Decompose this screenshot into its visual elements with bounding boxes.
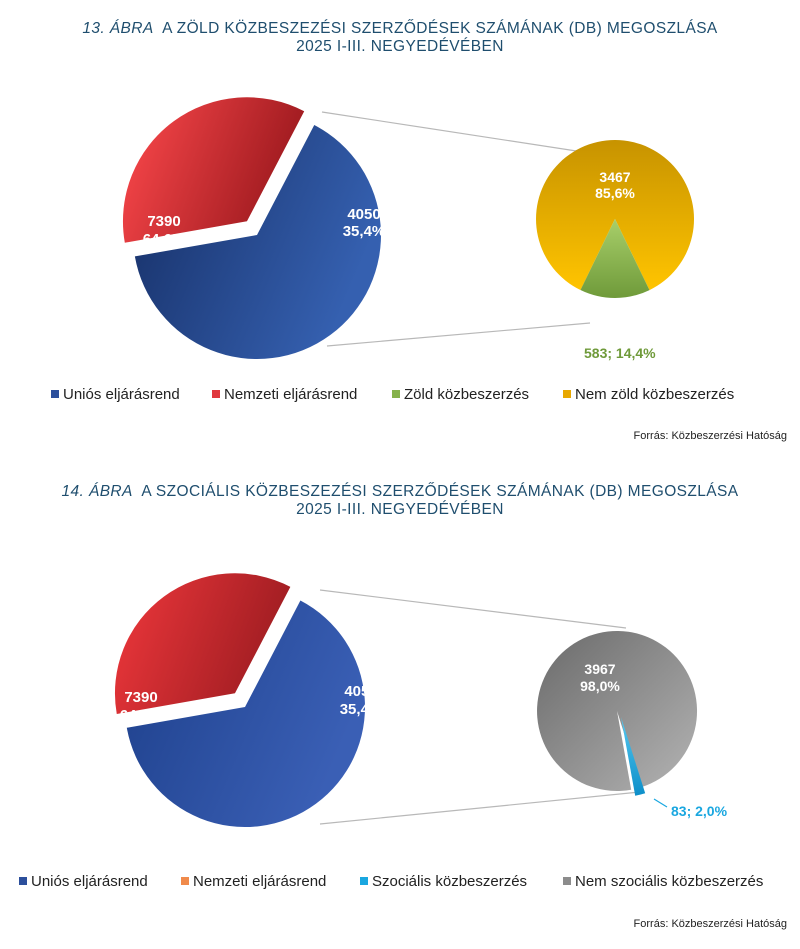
legend-label: Uniós eljárásrend [63,386,180,403]
pie-chart-14: 7390 64,6% 4050 35,4% 3967 98,0% 83; 2,0… [114,573,728,827]
data-label-value: 4050 [344,683,377,700]
legend-swatch [360,877,368,885]
pie-slice-nemzeti [114,573,291,715]
legend-swatch [51,390,59,398]
data-label-percent: 35,4% [340,701,383,718]
legend-label: Nemzeti eljárásrend [224,386,358,403]
title-text: A ZÖLD KÖZBESZEZÉSI SZERZŐDÉSEK SZÁMÁNAK… [162,20,718,37]
pie-slice-nemzeti [122,97,305,243]
figure-number: 14. ÁBRA [61,483,133,500]
legend-label: Nem zöld közbeszerzés [575,386,735,403]
legend-swatch [563,877,571,885]
data-label-percent: 35,4% [343,223,386,240]
title-line2: 2025 I-III. NEGYEDÉVÉBEN [296,38,504,55]
legend-label: Uniós eljárásrend [31,873,148,890]
legend-swatch [563,390,571,398]
chart-title: 14. ÁBRA A SZOCIÁLIS KÖZBESZEZÉSI SZERZŐ… [0,483,800,519]
legend-item: Zöld közbeszerzés [392,386,529,403]
legend-item: Nem zöld közbeszerzés [563,386,734,403]
legend-label: Nemzeti eljárásrend [193,873,327,890]
pie-slice-nem-szocialis [537,630,698,791]
legend-swatch [181,877,189,885]
data-label-percent: 85,6% [595,185,635,201]
data-label-value: 3467 [599,169,630,185]
legend-swatch [392,390,400,398]
data-label-percent: 64,6% [143,231,186,248]
legend-swatch [19,877,27,885]
pie-slice-nem-zold [536,140,695,291]
leader-line [653,798,668,808]
connector-line-bottom [319,791,641,825]
pie-slice-unios [126,600,365,827]
legend-item: Szociális közbeszerzés [360,873,527,890]
connector-line-top [321,111,623,159]
data-label-percent: 64,6% [120,707,163,724]
title-line2: 2025 I-III. NEGYEDÉVÉBEN [296,501,504,518]
connector-line-bottom [326,322,591,347]
legend-swatch [212,390,220,398]
legend-item: Uniós eljárásrend [19,873,148,890]
figure-number: 13. ÁBRA [82,20,154,37]
data-label-value: 3967 [584,661,615,677]
data-label-szocialis: 83; 2,0% [671,803,728,819]
title-text: A SZOCIÁLIS KÖZBESZEZÉSI SZERZŐDÉSEK SZÁ… [141,483,739,500]
data-label-percent: 98,0% [580,678,620,694]
legend-label: Zöld közbeszerzés [404,386,530,403]
pie-slice-unios [134,125,381,359]
source-note: Forrás: Közbeszerzési Hatóság [633,918,787,930]
data-label-value: 7390 [124,689,157,706]
pie-slice-zold [580,219,650,299]
data-label-value: 4050 [347,206,380,223]
connector-line-top [319,589,627,629]
legend-item: Nemzeti eljárásrend [181,873,326,890]
source-note: Forrás: Közbeszerzési Hatóság [633,430,787,442]
legend-item: Uniós eljárásrend [51,386,180,403]
pie-slice-szocialis [621,717,646,796]
data-label-value: 7390 [147,213,180,230]
pie-chart-13: 7390 64,6% 4050 35,4% 3467 85,6% 583; 14… [122,97,695,361]
data-label-zold: 583; 14,4% [584,345,656,361]
figure-14: 14. ÁBRA A SZOCIÁLIS KÖZBESZEZÉSI SZERZŐ… [0,474,800,949]
figure-13: 13. ÁBRA A ZÖLD KÖZBESZEZÉSI SZERZŐDÉSEK… [0,0,800,470]
legend-label: Szociális közbeszerzés [372,873,528,890]
chart-title: 13. ÁBRA A ZÖLD KÖZBESZEZÉSI SZERZŐDÉSEK… [0,20,800,56]
legend-item: Nemzeti eljárásrend [212,386,357,403]
legend-item: Nem szociális közbeszerzés [563,873,763,890]
legend-label: Nem szociális közbeszerzés [575,873,764,890]
